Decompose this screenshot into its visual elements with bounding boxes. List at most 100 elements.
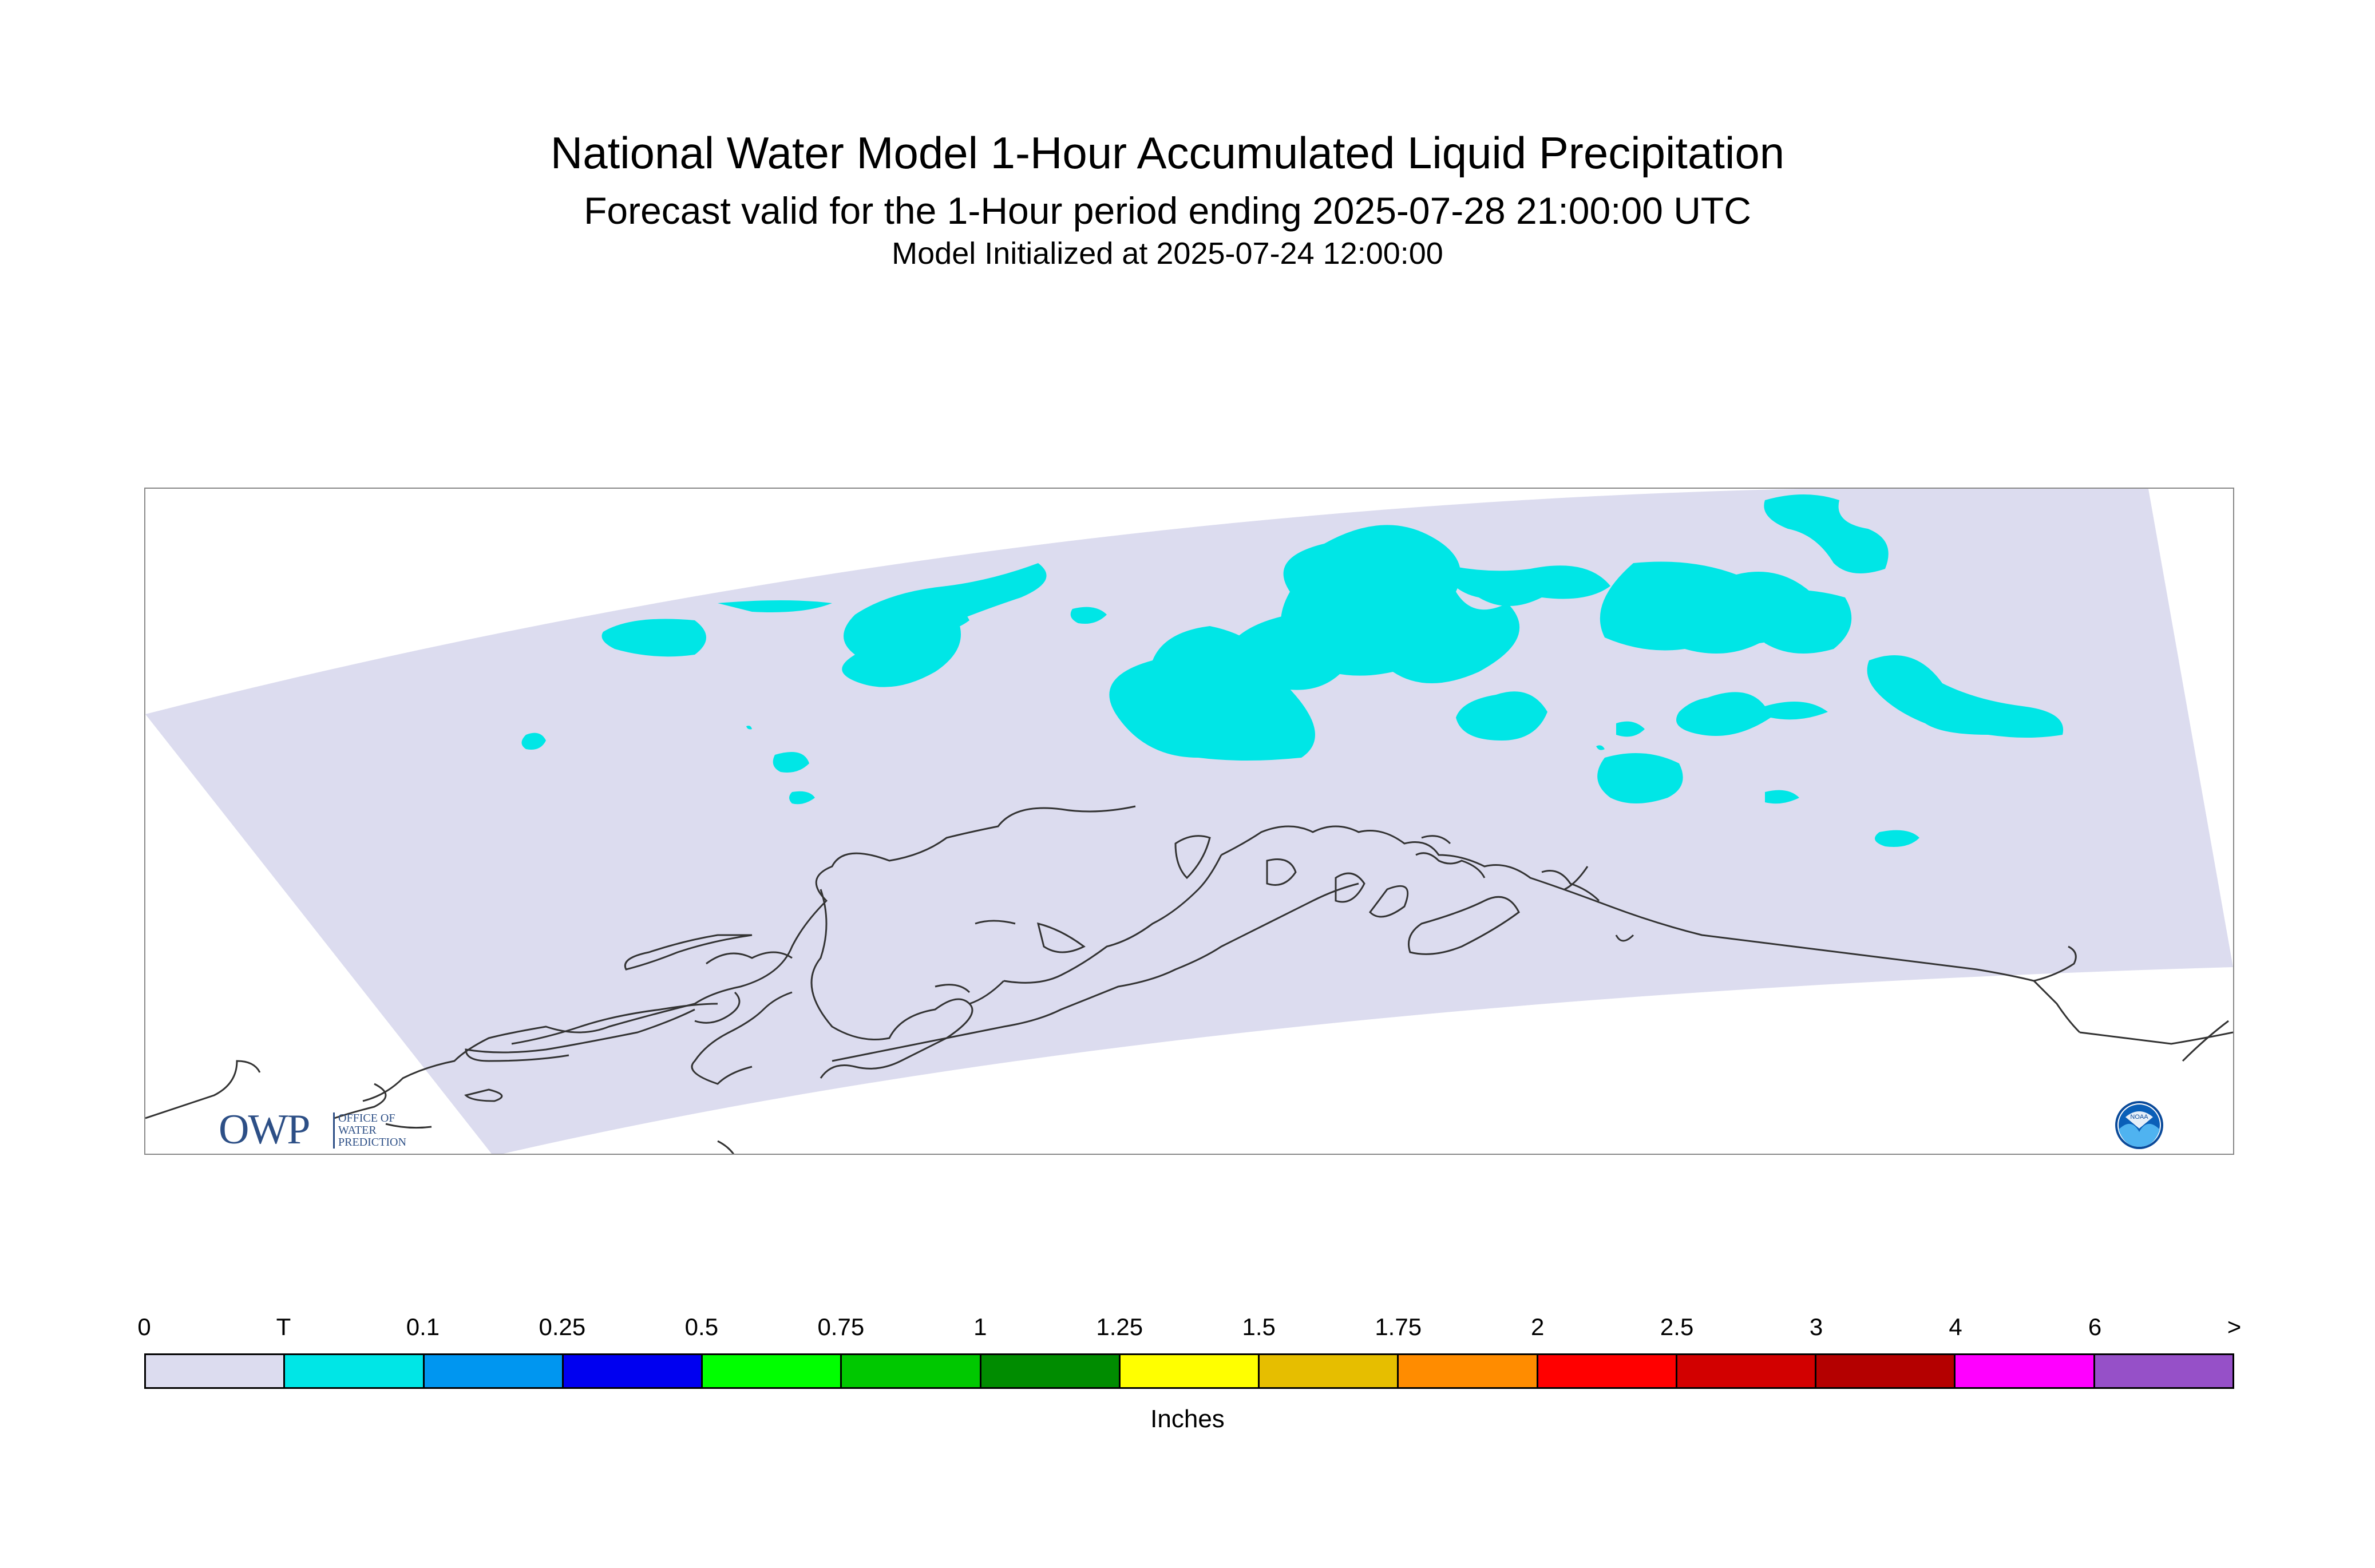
color-bar (144, 1353, 2234, 1389)
alaska-coastline (810, 889, 1005, 1040)
color-bar-segment (2095, 1355, 2232, 1387)
alaska-coastline (1564, 866, 1589, 890)
model-domain (145, 489, 2233, 1154)
alaska-coastline (1335, 872, 1365, 903)
legend-tick-label: 6 (2088, 1313, 2102, 1340)
color-bar-segment (1260, 1355, 1399, 1387)
alaska-coastline (2079, 1031, 2233, 1045)
color-bar-segment (703, 1355, 842, 1387)
precip-area (1764, 494, 1889, 573)
model-init-text: Model Initialized at 2025-07-24 12:00:00 (892, 236, 1443, 271)
precip-area (1456, 691, 1547, 741)
legend-tick-label: T (276, 1313, 291, 1340)
legend-tick-label: 1 (973, 1313, 987, 1340)
owp-logo-text: OWP (219, 1106, 310, 1153)
alaska-coastline (1036, 922, 1086, 953)
precip-area (1597, 753, 1683, 803)
alaska-coastline (2033, 980, 2081, 1034)
alaska-coastline (334, 1083, 387, 1119)
color-bar-segment (1956, 1355, 2095, 1387)
legend-tick-label: 0 (137, 1313, 151, 1340)
precip-area (1756, 589, 1852, 654)
coastlines (145, 805, 2233, 1154)
precip-area (773, 752, 809, 773)
alaska-coastline (694, 991, 741, 1024)
color-bar-segment (1677, 1355, 1817, 1387)
legend-tick-label: 0.25 (539, 1313, 586, 1340)
alaska-coastline (385, 1123, 432, 1129)
legend-tick-label: 3 (1809, 1313, 1823, 1340)
color-bar-segment (285, 1355, 425, 1387)
map-title: National Water Model 1-Hour Accumulated … (550, 128, 1785, 178)
alaska-coastline (1541, 870, 1600, 902)
precip-area (1336, 536, 1404, 549)
map-subtitle: Forecast valid for the 1-Hour period end… (584, 189, 1751, 232)
precip-area (1439, 563, 1610, 606)
alaska-coastline (706, 951, 793, 965)
alaska-coastline (145, 1060, 261, 1119)
alaska-coastline (464, 1088, 503, 1102)
alaska-coastline (1003, 854, 1222, 984)
color-bar-segment (563, 1355, 703, 1387)
alaska-coastline (1369, 885, 1409, 918)
precip-area (924, 602, 969, 631)
precip-area (1765, 790, 1799, 804)
precip-area (601, 619, 706, 657)
legend-tick-label: 0.5 (684, 1313, 719, 1340)
noaa-logo-icon: NOAA (2115, 1101, 2163, 1149)
legend-tick-label: 4 (1949, 1313, 1962, 1340)
legend-tick-label: 0.75 (817, 1313, 865, 1340)
alaska-coastline (820, 1003, 973, 1079)
precipitation-map: OWP OFFICE OF WATER PREDICTION NOAA (144, 488, 2234, 1155)
alaska-coastline (1415, 852, 1486, 878)
precip-area (789, 791, 815, 805)
owp-logo: OWP OFFICE OF WATER PREDICTION (219, 1107, 430, 1153)
alaska-coastline (2033, 945, 2077, 982)
precip-area (1875, 830, 1919, 847)
color-bar-segment (1120, 1355, 1260, 1387)
owp-logo-caption: OFFICE OF WATER PREDICTION (333, 1112, 406, 1149)
precip-area (521, 732, 546, 750)
color-bar-segment (981, 1355, 1121, 1387)
alaska-coastline (1615, 934, 1634, 942)
precip-area (1109, 626, 1315, 761)
alaska-coastline (465, 1008, 695, 1062)
alaska-coastline (832, 1037, 947, 1062)
alaska-coastline (946, 882, 1359, 1039)
color-bar-segment (1399, 1355, 1538, 1387)
svg-text:NOAA: NOAA (2130, 1114, 2148, 1120)
precipitation-areas (521, 494, 2064, 847)
alaska-coastline (717, 1140, 735, 1154)
legend-tick-label: 2 (1530, 1313, 1545, 1340)
color-bar-segment (842, 1355, 981, 1387)
color-bar-segment (1816, 1355, 1956, 1387)
precip-area (1622, 773, 1639, 778)
alaska-coastline (624, 934, 753, 971)
alaska-coastline (935, 984, 971, 993)
alaska-coastline (1221, 825, 2034, 982)
precip-area (718, 600, 832, 612)
alaska-coastline (2182, 1020, 2229, 1062)
legend-tick-label: > (2227, 1313, 2242, 1340)
alaska-coastline (691, 991, 793, 1085)
alaska-coastline (1408, 896, 1520, 955)
precip-area (1676, 692, 1828, 736)
noaa-logo: NOAA (2114, 1100, 2164, 1150)
alaska-coastline (1266, 858, 1297, 886)
color-bar-segment (146, 1355, 286, 1387)
alaska-coastline (975, 920, 1016, 925)
precip-area (1596, 745, 1605, 750)
precip-area (746, 726, 752, 730)
precip-area (1867, 655, 2064, 738)
alaska-coastline (1174, 835, 1211, 880)
legend-tick-label: 1.75 (1375, 1313, 1422, 1340)
color-bar-segment (424, 1355, 564, 1387)
legend-tick-label: 0.1 (406, 1313, 440, 1340)
legend-tick-label: 1.25 (1096, 1313, 1143, 1340)
legend-tick-label: 1.5 (1242, 1313, 1276, 1340)
alaska-coastline (362, 805, 1136, 1102)
legend-tick-label: 2.5 (1660, 1313, 1694, 1340)
legend-units: Inches (1150, 1405, 1225, 1433)
color-bar-segment (1538, 1355, 1677, 1387)
precip-area (1070, 607, 1107, 624)
